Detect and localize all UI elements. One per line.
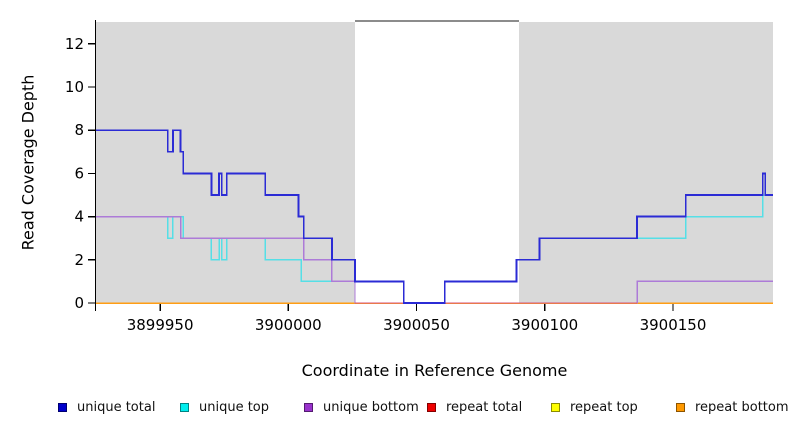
x-tick-label: 3900050 — [383, 316, 450, 334]
legend-swatch-icon — [180, 402, 189, 412]
legend-label: unique total — [77, 399, 156, 415]
legend-item-repeat-total: repeat total — [427, 399, 522, 415]
y-tick-label: 0 — [74, 294, 84, 312]
legend: unique total unique top unique bottom repea… — [0, 399, 792, 417]
y-tick-label: 6 — [74, 164, 84, 182]
y-tick-label: 12 — [65, 35, 84, 53]
legend-item-repeat-top: repeat top — [551, 399, 638, 415]
legend-swatch-icon — [304, 402, 313, 412]
y-axis-title: Read Coverage Depth — [18, 74, 38, 251]
x-tick-label: 3900150 — [640, 316, 707, 334]
y-tick-label: 10 — [65, 78, 84, 96]
legend-swatch-icon — [427, 402, 436, 412]
background-band — [519, 22, 773, 303]
legend-label: repeat top — [570, 399, 638, 415]
legend-swatch-icon — [676, 402, 685, 412]
legend-label: repeat bottom — [695, 399, 789, 415]
y-tick-label: 2 — [74, 251, 84, 269]
x-tick-label: 3899950 — [127, 316, 194, 334]
x-tick-label: 3900000 — [255, 316, 322, 334]
background-band — [96, 22, 355, 303]
legend-swatch-icon — [551, 402, 560, 412]
legend-item-unique-bottom: unique bottom — [304, 399, 419, 415]
legend-item-repeat-bottom: repeat bottom — [676, 399, 789, 415]
y-tick-label: 8 — [74, 121, 84, 139]
series-unique-total — [96, 129, 773, 304]
legend-label: unique top — [199, 399, 270, 415]
legend-swatch-icon — [58, 402, 67, 412]
x-tick-label: 3900100 — [511, 316, 578, 334]
series-unique-bottom — [96, 215, 773, 304]
x-axis-title: Coordinate in Reference Genome — [301, 361, 568, 380]
legend-label: unique bottom — [323, 399, 419, 415]
legend-item-unique-total: unique total — [58, 399, 155, 415]
highlight-region — [355, 22, 520, 303]
y-tick-label: 4 — [74, 208, 84, 226]
legend-item-unique-top: unique top — [180, 399, 269, 415]
legend-label: repeat total — [446, 399, 523, 415]
